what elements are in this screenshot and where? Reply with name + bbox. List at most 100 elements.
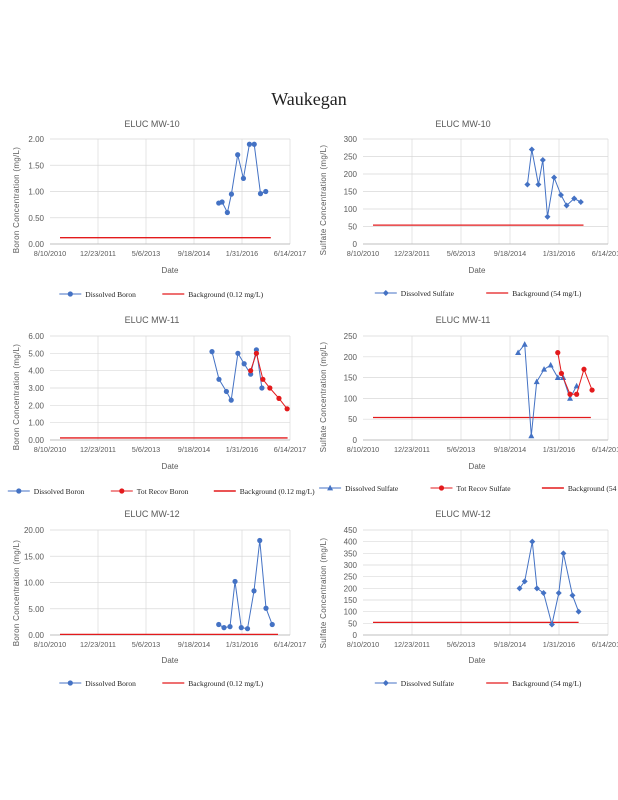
data-point xyxy=(228,397,234,403)
data-point xyxy=(521,341,528,347)
data-point xyxy=(221,625,227,631)
y-axis-label: Boron Concentration (mg/L) xyxy=(12,540,21,647)
legend: Dissolved Sulfate Tot Recov Sulfate Backgr… xyxy=(319,484,618,493)
data-point xyxy=(267,385,273,391)
data-point xyxy=(263,188,269,195)
y-tick-label: 0.50 xyxy=(28,214,44,223)
x-tick-label: 12/23/2011 xyxy=(80,445,116,454)
data-point xyxy=(248,368,254,374)
y-tick-label: 50 xyxy=(348,223,357,232)
y-tick-label: 15.00 xyxy=(24,552,45,561)
x-tick-label: 6/14/2017 xyxy=(592,249,618,258)
data-point xyxy=(544,213,551,220)
x-tick-label: 1/31/2016 xyxy=(543,640,575,649)
legend-label: Dissolved Sulfate xyxy=(345,484,399,493)
legend: Dissolved Sulfate Background (54 mg/L) xyxy=(374,679,582,688)
data-point xyxy=(227,624,233,630)
chart-title: ELUC MW-11 xyxy=(125,315,180,325)
legend-label: Dissolved Boron xyxy=(34,487,85,496)
x-tick-label: 9/18/2014 xyxy=(494,445,526,454)
y-tick-label: 400 xyxy=(344,538,358,547)
legend-label: Tot Recov Boron xyxy=(137,487,189,496)
data-point xyxy=(516,585,523,592)
y-tick-label: 50 xyxy=(348,619,357,628)
legend: Dissolved Boron Background (0.12 mg/L) xyxy=(59,290,264,299)
data-point xyxy=(540,590,547,596)
y-tick-label: 0 xyxy=(353,631,358,640)
chart-title: ELUC MW-12 xyxy=(124,509,179,519)
data-point xyxy=(554,374,561,380)
x-tick-label: 6/14/2017 xyxy=(592,640,618,649)
legend-label: Dissolved Boron xyxy=(85,290,136,299)
legend-label: Dissolved Sulfate xyxy=(401,679,455,688)
data-point xyxy=(515,349,522,356)
data-point xyxy=(216,621,222,628)
chart-1: ELUC MW-10 8/10/2010 12/23/2011 5/6/2013 9/1… xyxy=(12,119,306,299)
x-axis-label: Date xyxy=(162,656,179,665)
data-point xyxy=(573,382,580,389)
y-axis-label: Boron Concentration (mg/L) xyxy=(12,344,21,451)
legend-marker xyxy=(67,291,73,297)
data-point xyxy=(257,537,263,544)
data-point xyxy=(224,209,230,216)
data-point xyxy=(235,350,241,356)
y-tick-label: 5.00 xyxy=(28,605,44,614)
y-tick-label: 1.00 xyxy=(28,188,44,197)
y-tick-label: 150 xyxy=(344,188,358,197)
x-tick-label: 8/10/2010 xyxy=(347,445,379,454)
y-tick-label: 200 xyxy=(344,170,358,179)
x-axis-label: Date xyxy=(469,656,486,665)
data-point xyxy=(260,376,266,382)
y-tick-label: 20.00 xyxy=(24,526,45,535)
x-axis-label: Date xyxy=(469,462,486,471)
x-tick-label: 6/14/2017 xyxy=(592,445,618,454)
y-tick-label: 0 xyxy=(353,436,358,445)
x-tick-label: 12/23/2011 xyxy=(394,445,430,454)
series-line xyxy=(519,541,580,625)
x-tick-label: 1/31/2016 xyxy=(543,249,575,258)
data-point xyxy=(253,350,259,356)
legend: Dissolved Boron Background (0.12 mg/L) xyxy=(59,679,264,688)
x-tick-label: 9/18/2014 xyxy=(178,445,210,454)
data-point xyxy=(555,350,561,356)
data-point xyxy=(241,361,247,367)
series-line xyxy=(526,149,582,217)
data-point xyxy=(574,391,580,397)
legend-marker xyxy=(382,680,389,686)
y-tick-label: 200 xyxy=(344,584,358,593)
data-point xyxy=(524,181,531,188)
data-point xyxy=(232,578,238,585)
x-tick-label: 12/23/2011 xyxy=(80,640,116,649)
data-point xyxy=(269,621,275,628)
legend-marker xyxy=(382,290,389,296)
y-tick-label: 0.00 xyxy=(28,240,44,249)
series-line xyxy=(218,540,273,630)
chart-title: ELUC MW-10 xyxy=(124,119,179,129)
data-point xyxy=(235,152,241,158)
y-tick-label: 250 xyxy=(344,332,358,341)
data-point xyxy=(284,406,290,412)
x-axis-label: Date xyxy=(469,266,486,275)
y-tick-label: 300 xyxy=(344,561,358,570)
data-point xyxy=(581,366,587,372)
series-line xyxy=(218,143,266,214)
data-point xyxy=(251,588,257,594)
data-point xyxy=(551,174,558,181)
data-point xyxy=(571,195,578,202)
data-point xyxy=(575,608,582,615)
y-tick-label: 2.00 xyxy=(28,135,44,144)
legend: Dissolved Boron Tot Recov Boron Background… xyxy=(7,487,315,496)
y-tick-label: 250 xyxy=(344,573,358,582)
legend-marker xyxy=(67,680,73,686)
chart-title: ELUC MW-10 xyxy=(435,119,490,129)
chart-3: ELUC MW-11 8/10/2010 12/23/2011 5/6/2013 9/1… xyxy=(7,315,315,496)
series-line xyxy=(517,342,578,436)
x-tick-label: 6/14/2017 xyxy=(274,445,306,454)
y-axis-label: Sulfate Concentration (mg/L) xyxy=(319,145,328,256)
y-tick-label: 300 xyxy=(344,135,358,144)
y-tick-label: 200 xyxy=(344,353,358,362)
data-point xyxy=(541,366,548,372)
x-tick-label: 12/23/2011 xyxy=(394,249,430,258)
legend-marker xyxy=(119,488,125,494)
data-point xyxy=(567,395,574,401)
